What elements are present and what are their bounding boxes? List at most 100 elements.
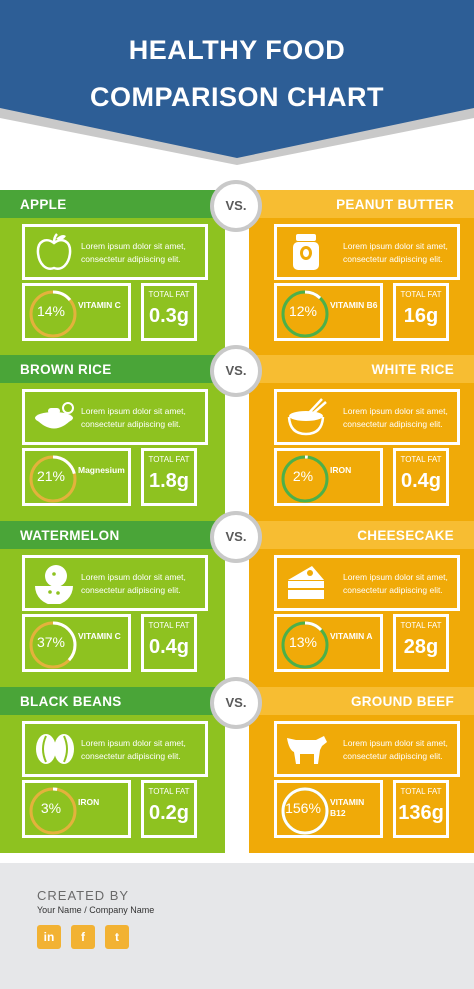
apple-icon: [32, 231, 76, 273]
comparison-section: APPLE PEANUT BUTTER VS. Lorem ipsum dolor s…: [0, 180, 474, 356]
nutrient-percent: 13%: [288, 634, 318, 650]
percent-ring: [281, 455, 329, 503]
nutrient-stat: 3% IRON: [22, 780, 131, 838]
description-line2: consectetur adipiscing elit.: [343, 585, 443, 595]
description-line2: consectetur adipiscing elit.: [81, 419, 181, 429]
description-line1: Lorem ipsum dolor sit amet,: [81, 738, 186, 748]
description-line2: consectetur adipiscing elit.: [343, 419, 443, 429]
description-line1: Lorem ipsum dolor sit amet,: [343, 572, 448, 582]
nutrient-label: Magnesium: [78, 465, 125, 475]
description-line2: consectetur adipiscing elit.: [81, 585, 181, 595]
nutrient-percent: 3%: [40, 800, 62, 816]
total-fat-value: 28g: [403, 636, 439, 658]
total-fat-value: 0.2g: [148, 802, 190, 824]
total-fat-value: 0.4g: [148, 636, 190, 658]
total-fat-label: TOTAL FAT: [400, 787, 442, 796]
right-food-card: Lorem ipsum dolor sit amet, consectetur a…: [274, 389, 460, 445]
percent-ring: [281, 290, 329, 338]
total-fat-box: TOTAL FAT 28g: [393, 614, 449, 672]
total-fat-box: TOTAL FAT 136g: [393, 780, 449, 838]
comparison-section: WATERMELON CHEESECAKE VS. Lorem ipsum dolor…: [0, 511, 474, 687]
comparison-section: BLACK BEANS GROUND BEEF VS. Lorem ipsum dol…: [0, 677, 474, 853]
total-fat-value: 16g: [403, 305, 439, 327]
total-fat-value: 0.4g: [400, 470, 442, 492]
beans-icon: [32, 728, 76, 770]
nutrient-percent: 156%: [285, 800, 321, 816]
left-food-card: Lorem ipsum dolor sit amet, consectetur a…: [22, 389, 208, 445]
company-name: Your Name / Company Name: [37, 905, 155, 915]
nutrient-label: VITAMIN A: [330, 631, 373, 641]
total-fat-box: TOTAL FAT 0.3g: [141, 283, 197, 341]
left-food-card: Lorem ipsum dolor sit amet, consectetur a…: [22, 555, 208, 611]
right-food-name: CHEESECAKE: [249, 521, 474, 549]
description-line2: consectetur adipiscing elit.: [343, 254, 443, 264]
facebook-icon[interactable]: f: [71, 925, 95, 949]
percent-ring: [29, 455, 77, 503]
total-fat-label: TOTAL FAT: [400, 455, 442, 464]
twitter-icon[interactable]: t: [105, 925, 129, 949]
right-food-panel: Lorem ipsum dolor sit amet, consectetur a…: [249, 218, 474, 356]
food-description: Lorem ipsum dolor sit amet, consectetur a…: [343, 405, 448, 431]
nutrient-percent: 14%: [36, 303, 66, 319]
vs-badge: VS.: [210, 677, 262, 729]
left-food-panel: Lorem ipsum dolor sit amet, consectetur a…: [0, 383, 225, 521]
page-title-line1: HEALTHY FOOD: [128, 35, 346, 65]
total-fat-box: TOTAL FAT 0.4g: [393, 448, 449, 506]
nutrient-stat: 21% Magnesium: [22, 448, 131, 506]
comparison-section: BROWN RICE WHITE RICE VS. Lorem ipsum dolor…: [0, 345, 474, 521]
left-food-panel: Lorem ipsum dolor sit amet, consectetur a…: [0, 218, 225, 356]
rice-bowl-chopsticks-icon: [284, 396, 328, 438]
food-description: Lorem ipsum dolor sit amet, consectetur a…: [343, 737, 448, 763]
nutrient-stat: 2% IRON: [274, 448, 383, 506]
description-line1: Lorem ipsum dolor sit amet,: [343, 406, 448, 416]
total-fat-value: 1.8g: [148, 470, 190, 492]
percent-ring: [281, 787, 329, 835]
percent-ring: [29, 621, 77, 669]
nutrient-stat: 156% VITAMIN B12: [274, 780, 383, 838]
nutrient-stat: 12% VITAMIN B6: [274, 283, 383, 341]
total-fat-value: 136g: [398, 802, 444, 824]
right-food-panel: Lorem ipsum dolor sit amet, consectetur a…: [249, 549, 474, 687]
description-line1: Lorem ipsum dolor sit amet,: [81, 241, 186, 251]
created-by-label: CREATED BY: [37, 888, 130, 903]
food-description: Lorem ipsum dolor sit amet, consectetur a…: [81, 571, 186, 597]
nutrient-percent: 12%: [288, 303, 318, 319]
vs-badge: VS.: [210, 345, 262, 397]
food-description: Lorem ipsum dolor sit amet, consectetur a…: [81, 737, 186, 763]
description-line1: Lorem ipsum dolor sit amet,: [343, 241, 448, 251]
total-fat-label: TOTAL FAT: [400, 621, 442, 630]
total-fat-label: TOTAL FAT: [148, 455, 190, 464]
nutrient-stat: 14% VITAMIN C: [22, 283, 131, 341]
left-food-card: Lorem ipsum dolor sit amet, consectetur a…: [22, 721, 208, 777]
description-line2: consectetur adipiscing elit.: [81, 751, 181, 761]
percent-ring: [29, 787, 77, 835]
left-food-name: APPLE: [0, 190, 225, 218]
nutrient-label: IRON: [330, 465, 352, 475]
cow-icon: [284, 728, 328, 770]
nutrient-stat: 13% VITAMIN A: [274, 614, 383, 672]
description-line1: Lorem ipsum dolor sit amet,: [343, 738, 448, 748]
right-food-card: Lorem ipsum dolor sit amet, consectetur a…: [274, 224, 460, 280]
watermelon-icon: [32, 562, 76, 605]
linkedin-icon[interactable]: in: [37, 925, 61, 949]
total-fat-label: TOTAL FAT: [400, 290, 442, 299]
left-food-card: Lorem ipsum dolor sit amet, consectetur a…: [22, 224, 208, 280]
right-food-name: WHITE RICE: [249, 355, 474, 383]
nutrient-percent: 21%: [36, 468, 66, 484]
right-food-name: PEANUT BUTTER: [249, 190, 474, 218]
nutrient-label: VITAMIN B12: [330, 797, 365, 818]
percent-ring: [281, 621, 329, 669]
total-fat-label: TOTAL FAT: [148, 621, 190, 630]
peanut-butter-jar-icon: [284, 231, 328, 273]
percent-ring: [29, 290, 77, 338]
nutrient-label: IRON: [78, 797, 100, 807]
food-description: Lorem ipsum dolor sit amet, consectetur a…: [81, 240, 186, 266]
cheesecake-icon: [284, 562, 328, 604]
food-description: Lorem ipsum dolor sit amet, consectetur a…: [343, 571, 448, 597]
right-food-card: Lorem ipsum dolor sit amet, consectetur a…: [274, 721, 460, 777]
total-fat-label: TOTAL FAT: [148, 290, 190, 299]
nutrient-label: VITAMIN C: [78, 631, 121, 641]
description-line1: Lorem ipsum dolor sit amet,: [81, 406, 186, 416]
total-fat-box: TOTAL FAT 1.8g: [141, 448, 197, 506]
